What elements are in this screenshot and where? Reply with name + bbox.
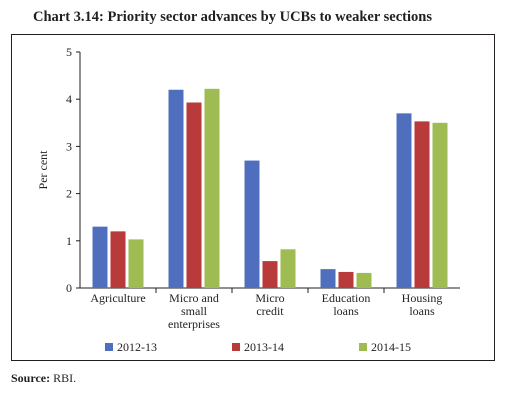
legend-swatch-2012-13: [105, 343, 113, 351]
y-tick-label: 2: [66, 187, 72, 201]
legend-swatch-2013-14: [232, 343, 240, 351]
x-tick-label: Micro: [255, 291, 284, 305]
source-text: RBI.: [53, 371, 77, 385]
bar-2014-15-3: [356, 272, 372, 288]
y-tick-label: 5: [66, 45, 72, 59]
bar-2013-14-1: [186, 102, 202, 288]
bar-2013-14-0: [110, 231, 126, 288]
x-tick-label: Education: [322, 291, 371, 305]
bar-2012-13-3: [320, 269, 336, 288]
bar-2013-14-4: [414, 121, 430, 288]
legend-label-2012-13: 2012-13: [117, 340, 157, 354]
y-tick-label: 3: [66, 139, 72, 153]
x-tick-label: small: [181, 304, 208, 318]
bar-2013-14-2: [262, 261, 278, 288]
bar-2014-15-0: [128, 239, 144, 288]
bar-2012-13-4: [396, 113, 412, 288]
chart-title: Chart 3.14: Priority sector advances by …: [33, 9, 432, 25]
source-label: Source:: [11, 371, 51, 385]
legend-label-2014-15: 2014-15: [371, 340, 411, 354]
bar-2012-13-1: [168, 89, 184, 288]
y-axis-title: Per cent: [36, 150, 50, 190]
bar-2014-15-2: [280, 249, 296, 288]
bar-2012-13-0: [92, 226, 108, 288]
y-tick-label: 1: [66, 234, 72, 248]
x-tick-label: Housing: [402, 291, 443, 305]
bar-2014-15-4: [432, 122, 448, 288]
legend-swatch-2014-15: [359, 343, 367, 351]
x-tick-label: credit: [256, 304, 284, 318]
chart-legend: 2012-13 2013-14 2014-15: [105, 340, 411, 354]
chart-bars: [92, 88, 448, 288]
x-tick-label: enterprises: [168, 317, 220, 331]
bar-2014-15-1: [204, 88, 220, 288]
x-tick-label: loans: [409, 304, 435, 318]
y-tick-label: 0: [66, 281, 72, 295]
legend-label-2013-14: 2013-14: [244, 340, 284, 354]
chart-frame: [11, 34, 495, 361]
bar-2012-13-2: [244, 160, 260, 288]
bar-2013-14-3: [338, 271, 354, 288]
source-note: Source: RBI.: [11, 371, 76, 386]
x-tick-label: Micro and: [169, 291, 219, 305]
x-tick-label: loans: [333, 304, 359, 318]
x-tick-label: Agriculture: [90, 291, 145, 305]
y-tick-label: 4: [66, 92, 72, 106]
